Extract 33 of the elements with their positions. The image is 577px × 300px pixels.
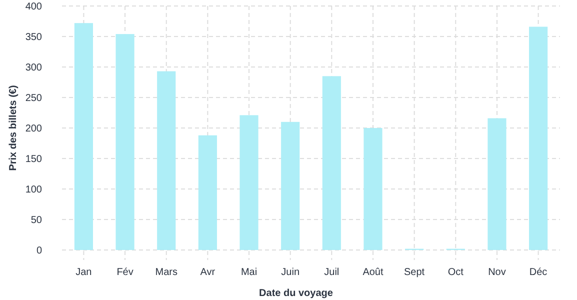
y-tick-label: 300 (25, 62, 42, 74)
bar (74, 23, 93, 250)
x-tick-label: Sept (404, 267, 425, 278)
bar (322, 76, 341, 250)
y-tick-label: 400 (25, 2, 42, 12)
bar (198, 135, 217, 250)
bar (157, 71, 176, 250)
bar (281, 122, 300, 250)
y-tick-label: 150 (25, 154, 42, 165)
x-tick-label: Fév (116, 267, 134, 278)
x-tick-label: Août (362, 267, 384, 278)
x-tick-label: Avr (200, 267, 216, 278)
bar (116, 34, 134, 250)
x-tick-label: Mars (155, 267, 178, 278)
x-axis-title: Date du voyage (259, 288, 334, 299)
x-tick-label: Nov (488, 267, 506, 278)
y-tick-label: 200 (25, 124, 42, 134)
bar (488, 118, 506, 250)
y-tick-label: 100 (25, 184, 42, 196)
y-tick-label: 250 (25, 93, 42, 104)
x-tick-label: Juil (324, 267, 340, 278)
bar (529, 26, 548, 250)
x-tick-label: Juin (281, 267, 300, 278)
x-tick-label: Mai (240, 267, 258, 278)
y-tick-label: 350 (25, 32, 42, 43)
bar (240, 115, 258, 250)
x-tick-label: Jan (76, 267, 92, 278)
x-tick-label: Oct (448, 267, 464, 278)
y-axis-title: Prix des billets (€) (8, 85, 19, 171)
x-tick-label: Déc (529, 267, 548, 278)
y-tick-label: 0 (36, 246, 42, 256)
y-tick-label: 50 (30, 215, 42, 226)
bar (364, 128, 382, 250)
